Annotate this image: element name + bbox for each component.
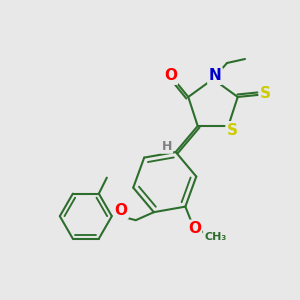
Text: S: S [227,122,238,137]
Text: N: N [208,68,221,83]
Text: O: O [164,68,177,83]
Text: O: O [114,203,127,218]
Text: H: H [161,140,172,152]
Text: CH₃: CH₃ [204,232,226,242]
Text: O: O [188,221,201,236]
Text: S: S [260,86,271,101]
